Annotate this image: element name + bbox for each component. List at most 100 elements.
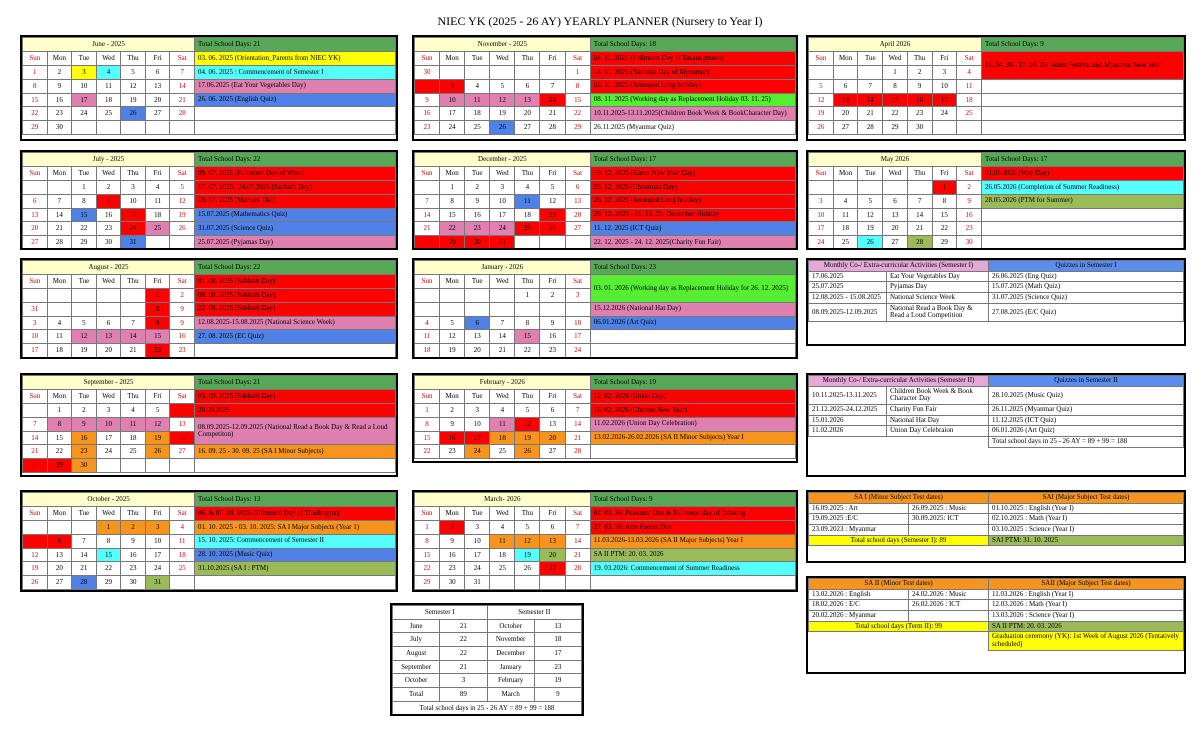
major-header: SAI (Major Subject Test dates)	[988, 492, 1184, 504]
event-note: 03. 01. 2026 (Working day as Replacement…	[589, 273, 796, 303]
weekday-header: Mon	[439, 50, 466, 66]
day-cell	[22, 402, 48, 418]
summary-table: Semester I Semester II June 21 October 13 July…	[390, 603, 584, 716]
month-december: December - 2025 Total School Days: 17 Sun M…	[412, 150, 798, 250]
weekday-header: Sat	[564, 50, 591, 66]
day-cell: 8	[439, 193, 466, 209]
day-cell: 21	[169, 92, 196, 108]
day-cell: 8	[414, 416, 441, 432]
day-cell: 5	[120, 64, 146, 80]
summary-cell: 21	[439, 659, 488, 675]
event-note	[589, 329, 796, 345]
graduation-note: Graduation ceremony (YK): 1st Week of Au…	[988, 631, 1184, 651]
day-cell: 31	[144, 575, 171, 590]
day-cell: 25	[95, 106, 122, 122]
day-cell: 6	[144, 64, 171, 80]
day-cell: 16	[95, 207, 122, 223]
minor-test-date: 26.09.2025 : Music	[908, 502, 989, 515]
event-note: 11. 04. 26 - 17. 04. 26: Water Festival …	[980, 50, 1184, 80]
event-note: 03. 11. 2025 (Arranged Long holiday)	[589, 78, 796, 94]
day-cell: 7	[71, 533, 97, 549]
weekday-header: Mon	[46, 50, 73, 66]
day-cell	[439, 64, 466, 80]
day-cell	[857, 179, 884, 195]
day-cell: 21	[906, 221, 933, 237]
day-cell: 29	[414, 575, 441, 590]
day-cell: 5	[439, 315, 466, 331]
day-cell: 15	[71, 207, 97, 223]
event-note: 28. 10. 2025 (Music Quiz)	[194, 547, 396, 563]
event-note: SA II PTM: 20. 03. 2026	[589, 547, 796, 563]
day-cell	[414, 301, 441, 317]
day-cell: 13	[514, 92, 541, 108]
summary-cell: 21	[439, 618, 488, 634]
day-cell: 30	[540, 358, 565, 359]
day-cell: 23	[169, 343, 195, 357]
day-cell: 14	[489, 329, 516, 345]
day-cell: 28	[539, 120, 566, 136]
day-cell: 25	[514, 221, 541, 237]
event-note: 09. 07. 2025 (Fullmoon Day of Waso)	[193, 165, 396, 181]
day-cell: 13	[882, 207, 908, 223]
weekday-header: Mon	[439, 165, 466, 181]
day-cell: 8	[882, 78, 908, 94]
quiz-date: 06.01.2026 (Art Quiz)	[988, 425, 1184, 438]
day-cell: 16	[120, 547, 146, 563]
weekday-header: Sat	[169, 273, 195, 289]
day-cell: 19	[22, 561, 48, 577]
day-cell: 14	[564, 533, 591, 549]
day-cell: 26	[169, 221, 195, 237]
day-cell: 13	[464, 329, 491, 345]
day-cell: 19	[539, 207, 566, 223]
event-note: 15. 10. 2025: Commencement of Semester I…	[194, 533, 396, 549]
activity-date: 25.07.2025	[808, 281, 887, 294]
event-note: 22. 08. 2025 (Sabbath Day)	[193, 301, 396, 317]
event-note: 16. 02. 2026 (Chinese New Year)	[589, 402, 796, 418]
day-cell	[464, 287, 491, 303]
day-cell: 29	[564, 120, 591, 136]
day-cell: 13	[46, 547, 73, 563]
day-cell: 16	[439, 547, 466, 563]
day-cell	[464, 64, 491, 80]
day-cell: 8	[414, 533, 441, 549]
day-cell: 22	[46, 444, 73, 460]
day-cell: 10	[464, 533, 491, 549]
month-name: January - 2026	[414, 260, 591, 275]
weekday-header: Sun	[414, 505, 441, 521]
day-cell: 25	[169, 561, 196, 577]
event-note: 13.02.2026-26.02.2026 (SA II Minor Subje…	[589, 430, 796, 446]
weekday-header: Fri	[144, 505, 171, 521]
quiz-date: 27.08.2025 (E/C Quiz)	[988, 302, 1184, 323]
event-note-empty	[980, 120, 1184, 136]
weekday-header: Sat	[169, 165, 195, 181]
day-cell: 26	[808, 120, 834, 136]
day-cell: 17	[144, 547, 171, 563]
day-cell: 30	[439, 575, 466, 590]
weekday-header: Sun	[414, 388, 441, 404]
day-cell: 6	[832, 78, 859, 94]
day-cell: 25	[464, 120, 491, 136]
day-cell: 24	[439, 120, 466, 136]
day-cell	[808, 179, 834, 195]
day-cell: 28	[121, 358, 146, 359]
day-cell	[439, 287, 466, 303]
activity-date: 12.08.2025 - 15.08.2025	[808, 292, 887, 304]
day-cell: 29	[145, 358, 170, 359]
day-cell: 1	[882, 64, 908, 80]
day-cell: 23	[71, 444, 97, 460]
day-cell	[46, 301, 73, 317]
day-cell: 31	[22, 301, 48, 317]
day-cell: 17	[808, 221, 834, 237]
summary-cell: January	[486, 659, 535, 675]
day-cell: 19	[857, 221, 884, 237]
day-cell: 26	[144, 444, 171, 460]
day-cell: 6	[539, 519, 566, 535]
total-school-days: Total School Days: 9	[980, 37, 1184, 52]
month-name: April 2026	[808, 37, 982, 52]
day-cell	[414, 287, 441, 303]
weekday-header: Mon	[439, 388, 466, 404]
day-cell: 2	[464, 179, 491, 195]
month-name: July - 2025	[22, 152, 195, 167]
day-cell: 16	[956, 207, 982, 223]
day-cell: 15	[95, 547, 122, 563]
